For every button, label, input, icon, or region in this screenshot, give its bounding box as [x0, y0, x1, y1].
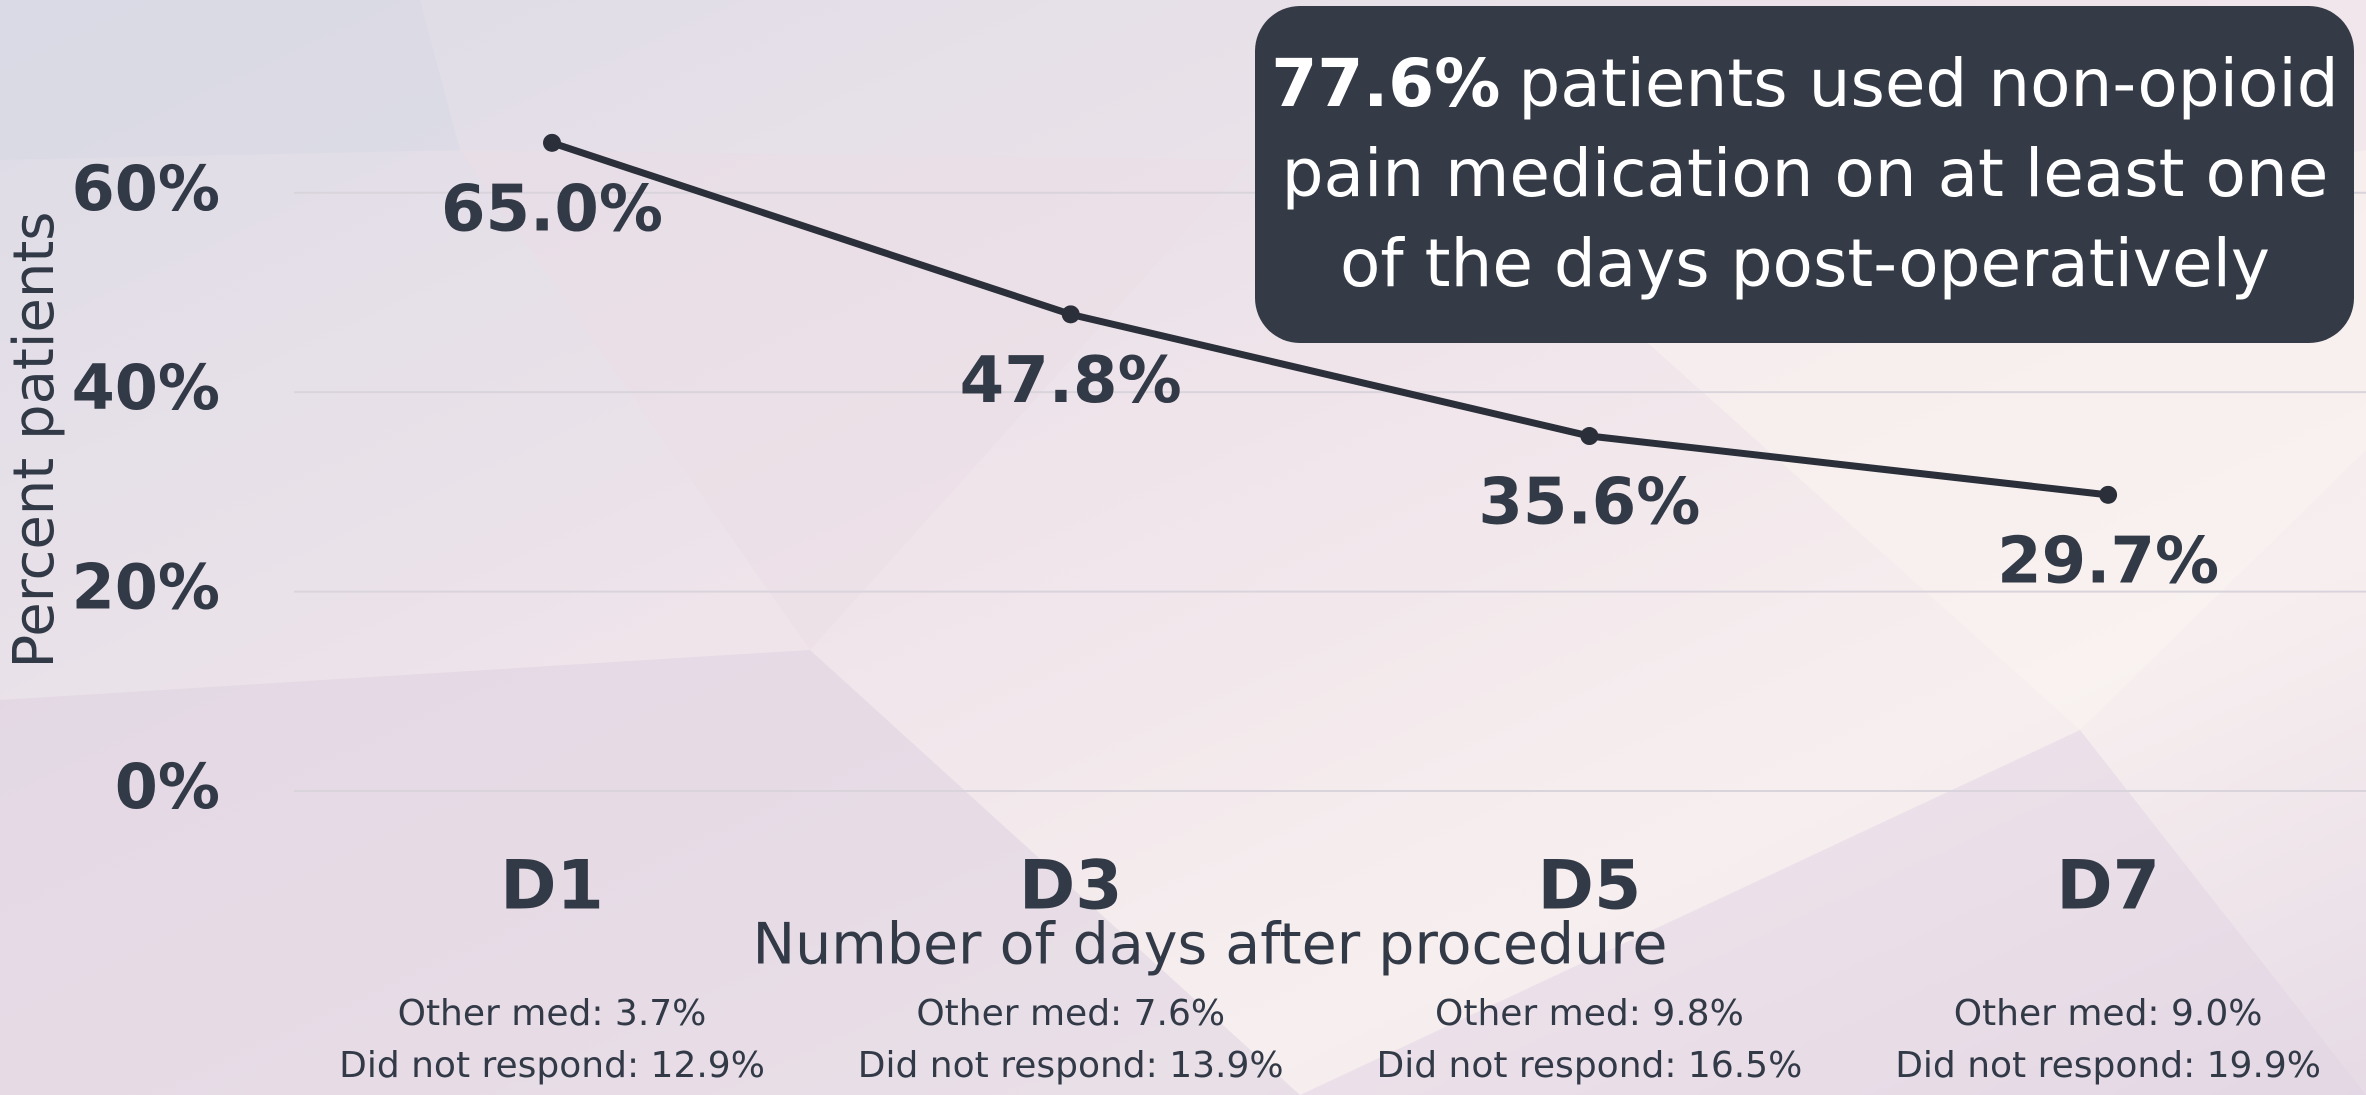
bg-shape [1300, 730, 2366, 1095]
annotation-box [1255, 6, 2354, 343]
annotation-text: patients used non-opioid [1518, 45, 2338, 122]
annotation-line: pain medication on at least one [1282, 135, 2329, 212]
value-label: 35.6% [1478, 466, 1700, 540]
value-label: 47.8% [960, 344, 1182, 418]
x-tick-label: D3 [1019, 847, 1123, 926]
value-label: 29.7% [1997, 524, 2219, 598]
note: Other med: 3.7% [398, 993, 707, 1034]
point [1580, 427, 1599, 446]
note: Did not respond: 16.5% [1376, 1045, 1802, 1086]
y-tick-label: 20% [72, 551, 220, 624]
bg-shape [460, 150, 1250, 650]
x-tick-label: D7 [2056, 847, 2160, 926]
note: Other med: 9.0% [1954, 993, 2263, 1034]
point [543, 133, 561, 152]
plot: 0% 20% 40% 60% [72, 133, 2366, 823]
y-axis-title: Percent patients [2, 212, 67, 669]
line [550, 139, 2109, 499]
note: Did not respond: 19.9% [1895, 1045, 2321, 1086]
annotation-highlight: 77.6% [1271, 45, 1500, 122]
x-axis-title: Number of days after procedure [753, 912, 1668, 978]
y-tick-label: 0% [115, 750, 220, 823]
annotation-line: of the days post-operatively [1340, 225, 2270, 302]
annotation-line: 77.6% patients used non-opioid [1271, 45, 2338, 122]
note: Other med: 7.6% [916, 993, 1225, 1034]
annotation: 77.6% patients used non-opioid pain medica… [1271, 45, 2338, 302]
bg-shape [0, 650, 1300, 1095]
x-tick-label: D5 [1538, 847, 1642, 926]
note: Did not respond: 12.9% [339, 1045, 765, 1086]
note: Other med: 9.8% [1435, 993, 1744, 1034]
note: Did not respond: 13.9% [858, 1045, 1284, 1086]
x-tick-label: D1 [500, 847, 604, 926]
value-label: 65.0% [441, 172, 663, 246]
point [2099, 485, 2118, 504]
y-tick-label: 60% [72, 152, 220, 225]
y-tick-label: 40% [72, 351, 220, 424]
bg-shape [0, 0, 460, 160]
point [1061, 305, 1080, 324]
